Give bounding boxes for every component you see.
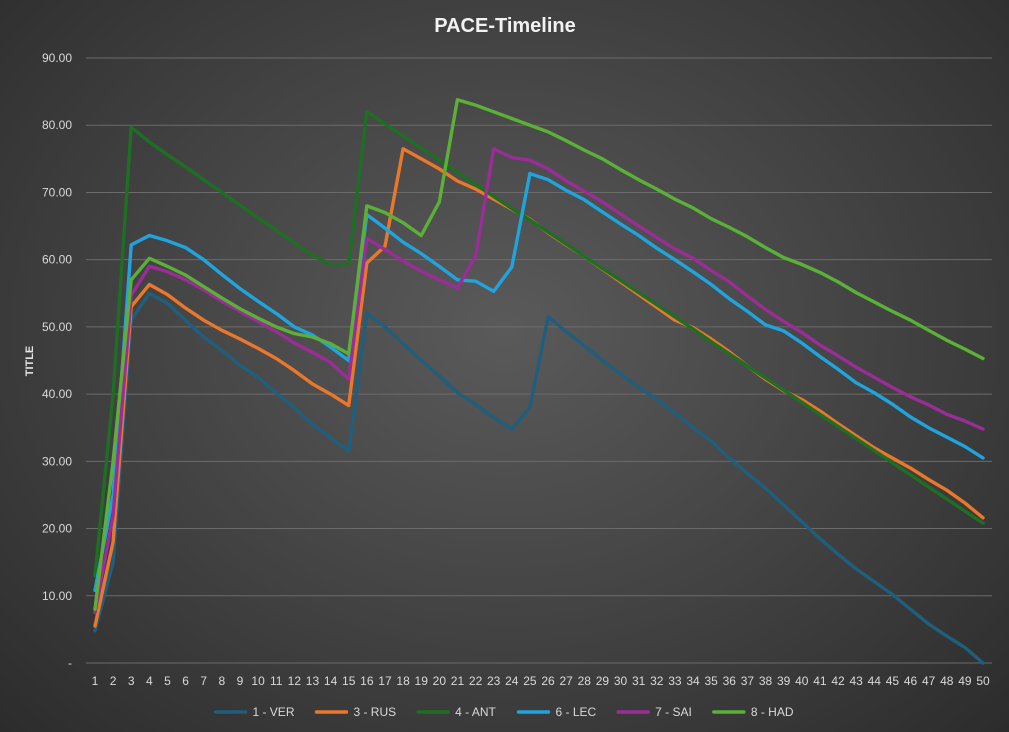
x-tick-label: 39 bbox=[777, 674, 791, 688]
y-tick-label: 80.00 bbox=[42, 118, 72, 132]
x-tick-label: 24 bbox=[505, 674, 519, 688]
x-tick-label: 37 bbox=[741, 674, 755, 688]
x-tick-label: 40 bbox=[795, 674, 809, 688]
series-line-0 bbox=[93, 291, 985, 665]
x-tick-label: 11 bbox=[270, 674, 283, 688]
x-tick-label: 31 bbox=[632, 674, 646, 688]
legend-item: 8 - HAD bbox=[712, 705, 794, 719]
y-tick-label: 40.00 bbox=[42, 387, 72, 401]
legend-label: 3 - RUS bbox=[353, 705, 396, 719]
y-tick-label: - bbox=[68, 656, 72, 670]
x-tick-label: 3 bbox=[128, 674, 135, 688]
x-tick-label: 50 bbox=[976, 674, 990, 688]
x-tick-label: 6 bbox=[182, 674, 189, 688]
legend-item: 7 - SAI bbox=[616, 705, 692, 719]
series-line-5 bbox=[93, 98, 985, 611]
x-tick-label: 45 bbox=[886, 674, 900, 688]
legend-label: 7 - SAI bbox=[655, 705, 692, 719]
x-tick-label: 30 bbox=[614, 674, 628, 688]
x-tick-label: 33 bbox=[668, 674, 682, 688]
x-tick-label: 25 bbox=[523, 674, 537, 688]
x-tick-label: 46 bbox=[904, 674, 918, 688]
x-tick-label: 47 bbox=[922, 674, 936, 688]
x-tick-label: 21 bbox=[451, 674, 465, 688]
x-tick-label: 15 bbox=[342, 674, 356, 688]
legend-label: 1 - VER bbox=[252, 705, 294, 719]
series-line-4 bbox=[93, 147, 985, 615]
x-tick-label: 5 bbox=[164, 674, 171, 688]
chart-title: PACE-Timeline bbox=[434, 15, 576, 37]
x-tick-label: 43 bbox=[849, 674, 863, 688]
x-tick-label: 8 bbox=[219, 674, 226, 688]
y-tick-label: 90.00 bbox=[42, 51, 72, 65]
x-tick-label: 20 bbox=[433, 674, 447, 688]
x-tick-label: 38 bbox=[759, 674, 773, 688]
legend-item: 3 - RUS bbox=[314, 705, 396, 719]
x-tick-label: 4 bbox=[146, 674, 153, 688]
x-tick-label: 35 bbox=[704, 674, 718, 688]
legend-label: 6 - LEC bbox=[555, 705, 596, 719]
x-tick-label: 41 bbox=[813, 674, 827, 688]
x-tick-label: 22 bbox=[469, 674, 483, 688]
x-tick-label: 26 bbox=[541, 674, 555, 688]
x-tick-label: 18 bbox=[396, 674, 410, 688]
x-tick-label: 42 bbox=[831, 674, 845, 688]
x-tick-label: 49 bbox=[958, 674, 972, 688]
legend-label: 4 - ANT bbox=[455, 705, 496, 719]
x-tick-label: 28 bbox=[578, 674, 592, 688]
y-tick-label: 70.00 bbox=[42, 185, 72, 199]
y-tick-label: 60.00 bbox=[42, 253, 72, 267]
legend: 1 - VER 3 - RUS 4 - ANT 6 - LEC 7 - SAI 8 - H… bbox=[213, 705, 794, 719]
x-tick-label: 17 bbox=[378, 674, 392, 688]
legend-label: 8 - HAD bbox=[751, 705, 794, 719]
y-axis-title: TITLE bbox=[24, 346, 36, 377]
x-tick-label: 16 bbox=[360, 674, 374, 688]
y-tick-label: 50.00 bbox=[42, 320, 72, 334]
series-line-2 bbox=[93, 110, 985, 578]
x-tick-label: 14 bbox=[324, 674, 338, 688]
y-tick-label: 10.00 bbox=[42, 589, 72, 603]
legend-item: 4 - ANT bbox=[416, 705, 497, 719]
gridlines bbox=[86, 57, 992, 664]
x-tick-label: 12 bbox=[288, 674, 302, 688]
x-tick-label: 7 bbox=[200, 674, 207, 688]
x-axis-ticks: 1 2 3 4 5 6 7 8 9 10 11 12 13 14 15 16 17 18 19 20 21 22 23 24 2… bbox=[92, 674, 990, 688]
y-axis-ticks: - 10.00 20.00 30.00 40.00 50.00 60.00 70.00 80.0… bbox=[42, 51, 72, 670]
legend-item: 6 - LEC bbox=[516, 705, 597, 719]
y-tick-label: 30.00 bbox=[42, 454, 72, 468]
x-tick-label: 10 bbox=[251, 674, 265, 688]
legend-item: 1 - VER bbox=[213, 705, 295, 719]
series-lines bbox=[93, 98, 985, 665]
series-line-1 bbox=[93, 147, 985, 628]
x-tick-label: 34 bbox=[686, 674, 700, 688]
x-tick-label: 19 bbox=[415, 674, 429, 688]
x-tick-label: 48 bbox=[940, 674, 954, 688]
x-tick-label: 1 bbox=[92, 674, 99, 688]
series-line-3 bbox=[93, 171, 985, 593]
x-tick-label: 9 bbox=[237, 674, 244, 688]
x-tick-label: 13 bbox=[306, 674, 320, 688]
x-tick-label: 29 bbox=[596, 674, 610, 688]
x-tick-label: 44 bbox=[868, 674, 882, 688]
x-tick-label: 23 bbox=[487, 674, 501, 688]
x-tick-label: 2 bbox=[110, 674, 117, 688]
x-tick-label: 36 bbox=[723, 674, 737, 688]
x-tick-label: 27 bbox=[560, 674, 574, 688]
x-tick-label: 32 bbox=[650, 674, 664, 688]
y-tick-label: 20.00 bbox=[42, 522, 72, 536]
